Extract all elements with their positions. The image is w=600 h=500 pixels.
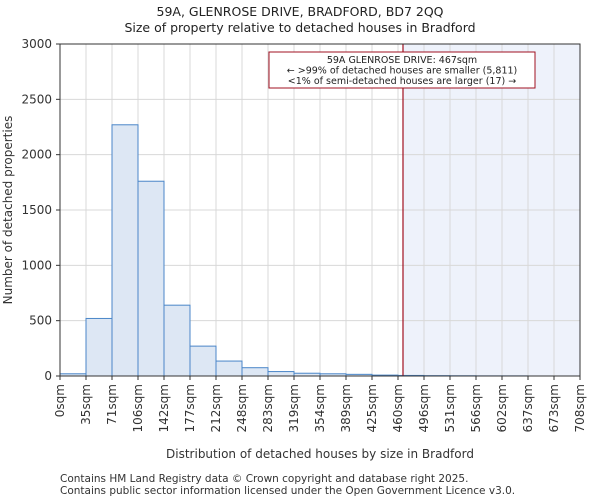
histogram-bar [85,317,113,377]
histogram-bar [267,371,295,377]
x-tick-label: 354sqm [313,384,327,432]
y-tick-label: 3000 [21,37,52,51]
footer-copyright: Contains HM Land Registry data © Crown c… [60,473,469,485]
x-tick-label: 248sqm [235,384,249,432]
histogram-bar [241,367,269,377]
histogram-bar [111,124,139,377]
x-tick-label: 389sqm [339,384,353,432]
x-tick-label: 35sqm [79,384,93,425]
y-tick-label: 1000 [21,258,52,272]
annotation-box [268,51,536,89]
y-tick-label: 500 [29,314,52,328]
histogram-chart: 0 500 1000 1500 2000 2500 3000 0sqm 35sqm 71sqm 1… [1,37,587,461]
chart-title: 59A, GLENROSE DRIVE, BRADFORD, BD7 2QQ [156,4,444,19]
footer-licence: Contains public sector information licen… [60,485,516,497]
x-tick-label: 673sqm [547,384,561,432]
x-tick-label: 425sqm [365,384,379,432]
y-tick-label: 2000 [21,148,52,162]
annotation-line-2: ← >99% of detached houses are smaller (5… [287,66,518,77]
histogram-bar [137,180,165,377]
x-tick-label: 637sqm [521,384,535,432]
histogram-bar [189,345,217,377]
x-tick-label: 177sqm [183,384,197,432]
y-tick-label: 2500 [21,92,52,106]
x-tick-label: 71sqm [105,384,119,425]
annotation-line-1: 59A GLENROSE DRIVE: 467sqm [327,55,477,66]
x-tick-label: 0sqm [53,384,67,417]
property-annotation: 59A GLENROSE DRIVE: 467sqm ← >99% of det… [268,51,536,89]
annotation-line-3: <1% of semi-detached houses are larger (… [288,76,516,87]
x-tick-label: 319sqm [287,384,301,432]
x-tick-label: 602sqm [495,384,509,432]
x-tick-label: 496sqm [417,384,431,432]
x-tick-label: 708sqm [573,384,587,432]
x-tick-label: 106sqm [131,384,145,432]
x-tick-label: 212sqm [209,384,223,432]
x-tick-label: 460sqm [391,384,405,432]
x-tick-label: 531sqm [443,384,457,432]
x-tick-label: 283sqm [261,384,275,432]
histogram-bar [215,360,243,377]
histogram-bar [163,304,191,377]
y-tick-label: 1500 [21,203,52,217]
y-tick-label: 0 [44,369,52,383]
x-axis-label: Distribution of detached houses by size … [166,447,474,461]
y-axis-label: Number of detached properties [1,116,15,305]
x-tick-label: 566sqm [469,384,483,432]
chart-subtitle: Size of property relative to detached ho… [124,20,476,35]
x-tick-label: 142sqm [157,384,171,432]
